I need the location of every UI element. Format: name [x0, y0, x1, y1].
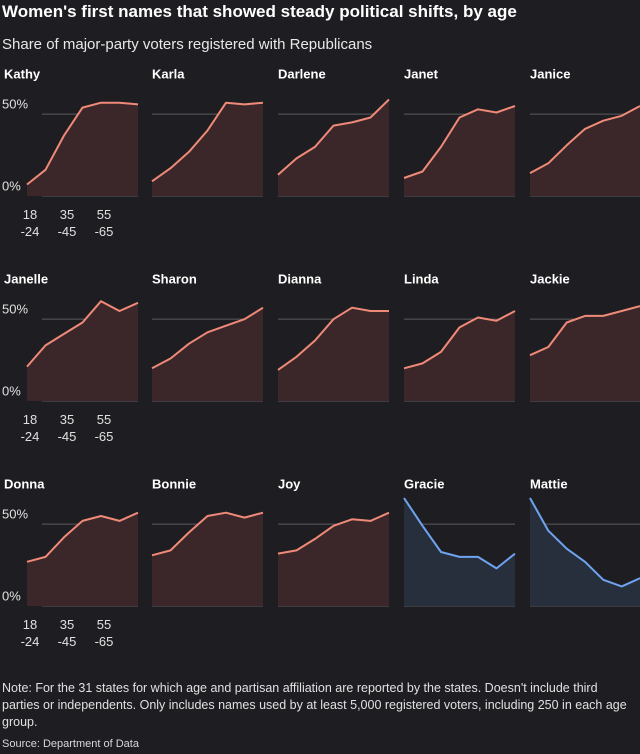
area: [152, 512, 263, 606]
area: [278, 99, 389, 196]
line: [277, 511, 390, 555]
note: Note: For the 31 states for which age an…: [2, 681, 627, 729]
panel-name: Gracie: [404, 476, 444, 491]
line: [529, 305, 640, 357]
x-tick-label: 55 -65: [94, 207, 114, 239]
y-tick-label: 50%: [2, 507, 28, 522]
panel-name: Janelle: [4, 271, 48, 286]
area: [152, 102, 263, 196]
area: [404, 311, 515, 401]
area: [530, 306, 640, 401]
area: [530, 106, 640, 196]
y-tick-label: 0%: [2, 588, 21, 603]
x-tick-label: 55 -65: [94, 412, 114, 444]
line: [26, 300, 139, 368]
y-tick-label: 0%: [2, 383, 21, 398]
panel-name: Darlene: [278, 66, 326, 81]
chart: Kathy 0% 50% Karla Darlene Janet Janice Janelle…: [2, 66, 640, 607]
panel-name: Donna: [4, 476, 45, 491]
panel-name: Joy: [278, 476, 301, 491]
panel-name: Janet: [404, 66, 439, 81]
line: [151, 101, 264, 183]
area: [278, 307, 389, 401]
chart-title: Women's first names that showed steady p…: [2, 2, 517, 21]
panel-name: Mattie: [530, 476, 568, 491]
area: [404, 498, 515, 606]
x-tick-label: 18 -24: [20, 207, 40, 239]
line: [151, 306, 264, 370]
source: Source: Department of Data: [2, 738, 139, 750]
panel-name: Dianna: [278, 271, 322, 286]
line: [277, 306, 389, 371]
area: [27, 301, 138, 401]
area: [27, 102, 138, 196]
panel-name: Kathy: [4, 66, 41, 81]
y-tick-label: 0%: [2, 178, 21, 193]
x-tick-label: 35 -45: [57, 617, 77, 649]
x-tick-label: 35 -45: [57, 207, 77, 239]
line: [529, 105, 640, 174]
y-tick-label: 50%: [2, 302, 28, 317]
area: [404, 106, 515, 196]
area: [27, 512, 138, 606]
area: [530, 498, 640, 606]
x-tick-label: 35 -45: [57, 412, 77, 444]
panel-name: Bonnie: [152, 476, 196, 491]
area: [152, 307, 263, 401]
line: [403, 105, 516, 179]
line: [26, 511, 139, 563]
chart-subtitle: Share of major-party voters registered w…: [2, 36, 373, 53]
y-tick-label: 50%: [2, 97, 28, 112]
area: [278, 512, 389, 606]
line: [403, 310, 516, 370]
line: [403, 497, 516, 570]
panel-name: Linda: [404, 271, 439, 286]
x-tick-label: 18 -24: [20, 617, 40, 649]
panel-name: Janice: [530, 66, 570, 81]
x-tick-label: 18 -24: [20, 412, 40, 444]
panel-name: Sharon: [152, 271, 197, 286]
x-tick-label: 55 -65: [94, 617, 114, 649]
line: [151, 511, 264, 557]
line: [26, 101, 139, 186]
panel-name: Jackie: [530, 271, 570, 286]
line: [277, 98, 390, 176]
line: [529, 497, 640, 588]
panel-name: Karla: [152, 66, 185, 81]
